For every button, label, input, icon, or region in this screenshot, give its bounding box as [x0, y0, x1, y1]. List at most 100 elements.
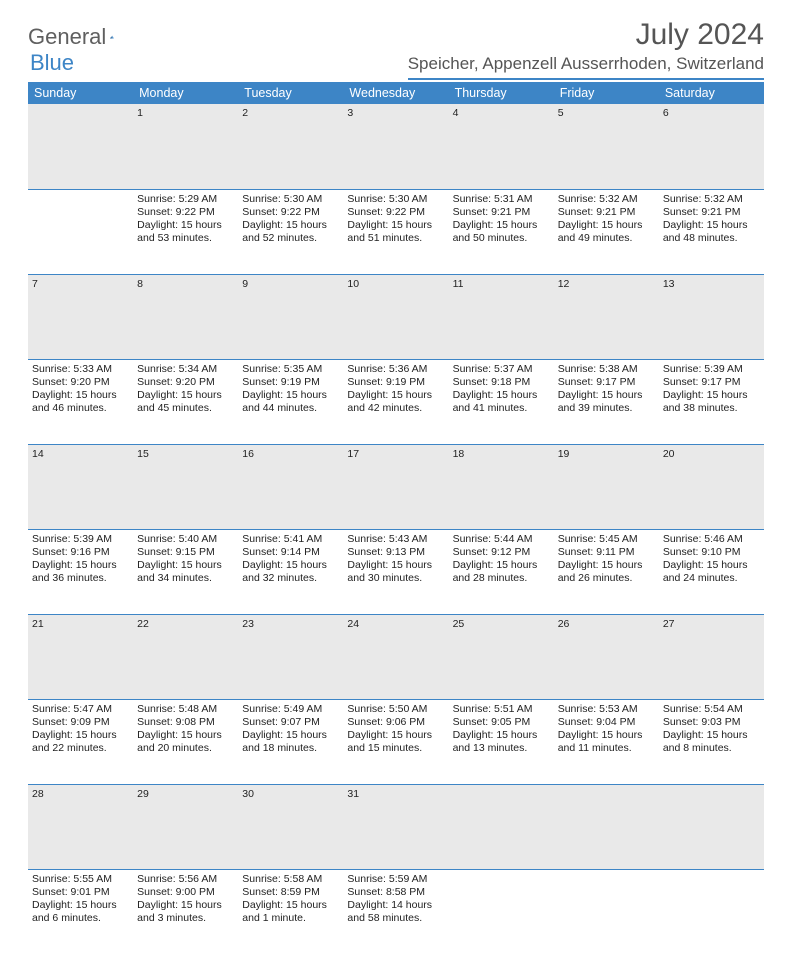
- day-info-line: Daylight: 15 hours and 39 minutes.: [558, 389, 655, 415]
- day-number-cell: 30: [238, 784, 343, 869]
- day-cell: Sunrise: 5:45 AMSunset: 9:11 PMDaylight:…: [554, 529, 659, 614]
- day-cell: [659, 869, 764, 954]
- day-cell: Sunrise: 5:39 AMSunset: 9:16 PMDaylight:…: [28, 529, 133, 614]
- day-info-line: Daylight: 15 hours and 49 minutes.: [558, 219, 655, 245]
- day-info-line: Sunrise: 5:31 AM: [453, 193, 550, 206]
- day-info-line: Sunset: 9:01 PM: [32, 886, 129, 899]
- day-number: 20: [663, 448, 675, 460]
- day-cell: [449, 869, 554, 954]
- day-number-row: 28293031: [28, 784, 764, 869]
- day-info-line: Daylight: 15 hours and 46 minutes.: [32, 389, 129, 415]
- week-row: Sunrise: 5:55 AMSunset: 9:01 PMDaylight:…: [28, 869, 764, 954]
- day-number-cell: 17: [343, 444, 448, 529]
- day-info-line: Daylight: 15 hours and 38 minutes.: [663, 389, 760, 415]
- day-info-line: Sunset: 9:19 PM: [347, 376, 444, 389]
- day-number: 30: [242, 788, 254, 800]
- day-number: 31: [347, 788, 359, 800]
- day-cell: Sunrise: 5:47 AMSunset: 9:09 PMDaylight:…: [28, 699, 133, 784]
- day-info-line: Daylight: 15 hours and 44 minutes.: [242, 389, 339, 415]
- day-info-line: Daylight: 15 hours and 20 minutes.: [137, 729, 234, 755]
- day-number-cell: [449, 784, 554, 869]
- day-info-line: Sunrise: 5:55 AM: [32, 873, 129, 886]
- day-number: 5: [558, 107, 564, 119]
- day-info-line: Daylight: 15 hours and 13 minutes.: [453, 729, 550, 755]
- day-number-cell: 15: [133, 444, 238, 529]
- day-info-line: Daylight: 15 hours and 41 minutes.: [453, 389, 550, 415]
- day-info-line: Sunset: 9:14 PM: [242, 546, 339, 559]
- title-block: July 2024 Speicher, Appenzell Ausserrhod…: [408, 18, 764, 80]
- day-cell: Sunrise: 5:58 AMSunset: 8:59 PMDaylight:…: [238, 869, 343, 954]
- weekday-header-row: Sunday Monday Tuesday Wednesday Thursday…: [28, 82, 764, 104]
- triangle-icon: [110, 28, 114, 46]
- day-info-line: Daylight: 15 hours and 30 minutes.: [347, 559, 444, 585]
- day-number: 6: [663, 107, 669, 119]
- day-cell: Sunrise: 5:34 AMSunset: 9:20 PMDaylight:…: [133, 359, 238, 444]
- day-number: 8: [137, 278, 143, 290]
- day-number-cell: 22: [133, 614, 238, 699]
- day-info-line: Sunrise: 5:47 AM: [32, 703, 129, 716]
- day-info-line: Sunset: 9:21 PM: [663, 206, 760, 219]
- day-info-line: Sunset: 9:10 PM: [663, 546, 760, 559]
- day-info-line: Daylight: 15 hours and 34 minutes.: [137, 559, 234, 585]
- day-info-line: Daylight: 15 hours and 22 minutes.: [32, 729, 129, 755]
- day-number: 25: [453, 618, 465, 630]
- day-info-line: Sunrise: 5:39 AM: [32, 533, 129, 546]
- day-number: 18: [453, 448, 465, 460]
- day-number-cell: 24: [343, 614, 448, 699]
- day-info-line: Daylight: 15 hours and 48 minutes.: [663, 219, 760, 245]
- day-info-line: Sunrise: 5:49 AM: [242, 703, 339, 716]
- day-number-cell: [28, 104, 133, 189]
- day-number: 16: [242, 448, 254, 460]
- day-number-cell: 27: [659, 614, 764, 699]
- day-cell: [28, 189, 133, 274]
- day-info-line: Daylight: 15 hours and 50 minutes.: [453, 219, 550, 245]
- week-row: Sunrise: 5:47 AMSunset: 9:09 PMDaylight:…: [28, 699, 764, 784]
- day-number: 11: [453, 278, 464, 290]
- day-cell: Sunrise: 5:35 AMSunset: 9:19 PMDaylight:…: [238, 359, 343, 444]
- weekday-header: Thursday: [449, 82, 554, 104]
- day-info-line: Sunrise: 5:29 AM: [137, 193, 234, 206]
- day-info-line: Sunset: 9:04 PM: [558, 716, 655, 729]
- day-info-line: Sunrise: 5:33 AM: [32, 363, 129, 376]
- week-row: Sunrise: 5:29 AMSunset: 9:22 PMDaylight:…: [28, 189, 764, 274]
- day-number-cell: 9: [238, 274, 343, 359]
- day-number: 1: [137, 107, 143, 119]
- day-cell: Sunrise: 5:44 AMSunset: 9:12 PMDaylight:…: [449, 529, 554, 614]
- day-number: 10: [347, 278, 359, 290]
- day-number-cell: 8: [133, 274, 238, 359]
- day-info-line: Daylight: 15 hours and 15 minutes.: [347, 729, 444, 755]
- day-info-line: Sunrise: 5:45 AM: [558, 533, 655, 546]
- day-info-line: Daylight: 15 hours and 52 minutes.: [242, 219, 339, 245]
- day-info-line: Sunrise: 5:38 AM: [558, 363, 655, 376]
- day-number-cell: 4: [449, 104, 554, 189]
- day-info-line: Sunrise: 5:30 AM: [242, 193, 339, 206]
- day-number-cell: 10: [343, 274, 448, 359]
- day-number-cell: 20: [659, 444, 764, 529]
- day-number-cell: 2: [238, 104, 343, 189]
- day-cell: Sunrise: 5:38 AMSunset: 9:17 PMDaylight:…: [554, 359, 659, 444]
- weekday-header: Friday: [554, 82, 659, 104]
- brand-logo: General: [28, 24, 136, 50]
- day-info-line: Sunset: 9:20 PM: [32, 376, 129, 389]
- day-number: 14: [32, 448, 44, 460]
- day-info-line: Daylight: 15 hours and 51 minutes.: [347, 219, 444, 245]
- day-info-line: Daylight: 15 hours and 32 minutes.: [242, 559, 339, 585]
- day-info-line: Daylight: 15 hours and 6 minutes.: [32, 899, 129, 925]
- day-number: 13: [663, 278, 675, 290]
- day-number-row: 14151617181920: [28, 444, 764, 529]
- day-number-cell: 5: [554, 104, 659, 189]
- day-info-line: Sunrise: 5:54 AM: [663, 703, 760, 716]
- calendar-page: General July 2024 Speicher, Appenzell Au…: [0, 0, 792, 964]
- day-info-line: Daylight: 15 hours and 28 minutes.: [453, 559, 550, 585]
- day-number-cell: 28: [28, 784, 133, 869]
- day-number-cell: 13: [659, 274, 764, 359]
- day-info-line: Sunset: 9:21 PM: [453, 206, 550, 219]
- day-info-line: Sunset: 9:18 PM: [453, 376, 550, 389]
- brand-part2: Blue: [30, 50, 74, 75]
- day-number-cell: 1: [133, 104, 238, 189]
- day-number: 23: [242, 618, 254, 630]
- day-info-line: Sunset: 8:58 PM: [347, 886, 444, 899]
- day-cell: Sunrise: 5:30 AMSunset: 9:22 PMDaylight:…: [238, 189, 343, 274]
- day-number: 3: [347, 107, 353, 119]
- weekday-header: Monday: [133, 82, 238, 104]
